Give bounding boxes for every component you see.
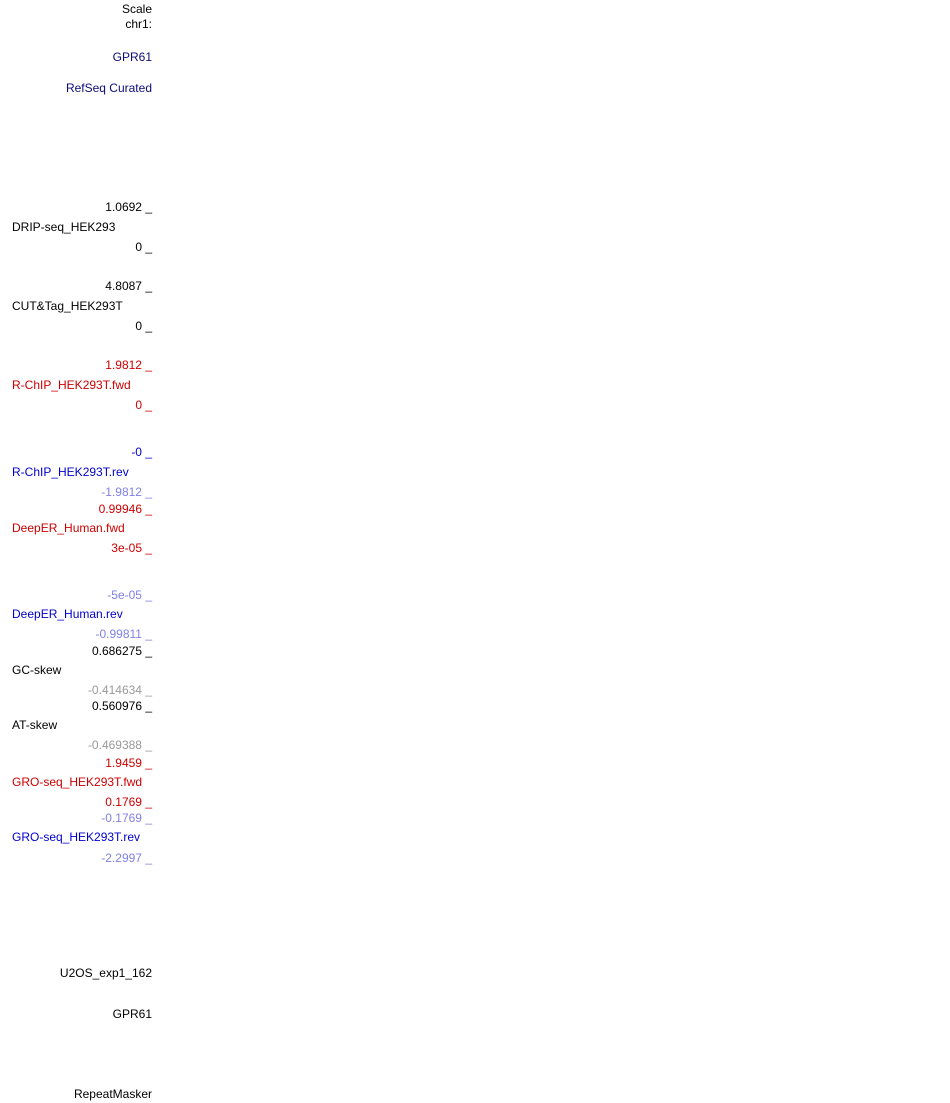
track-min-tick: 0 _ — [135, 398, 152, 412]
track-label-deeper-human-fwd[interactable]: DeepER_Human.fwd — [12, 521, 125, 535]
track-label-gro-seq-hek293t-rev[interactable]: GRO-seq_HEK293T.rev — [12, 830, 141, 844]
track-label-at-skew[interactable]: AT-skew — [12, 718, 58, 732]
track-min-tick: 0 _ — [135, 319, 152, 333]
track-min-tick: -1.9812 _ — [101, 485, 152, 499]
track-max-tick: -5e-05 _ — [107, 588, 152, 602]
track-max-tick: -0.1769 _ — [101, 811, 152, 825]
track-min-tick: -0.469388 _ — [87, 738, 152, 752]
track-min-tick: -2.2997 _ — [101, 851, 152, 865]
track-min-tick: 3e-05 _ — [111, 541, 152, 555]
track-label-repeatmasker[interactable]: RepeatMasker — [73, 1087, 152, 1101]
track-max-tick: 0.99946 _ — [98, 502, 152, 516]
track-label-cut-tag-hek293t[interactable]: CUT&Tag_HEK293T — [12, 299, 123, 313]
track-label-r-chip-hek293t-rev[interactable]: R-ChIP_HEK293T.rev — [12, 465, 129, 479]
track-label-drip-seq-hek293[interactable]: DRIP-seq_HEK293 — [12, 220, 116, 234]
track-label-gro-seq-hek293t-fwd[interactable]: GRO-seq_HEK293T.fwd — [12, 775, 143, 789]
track-min-tick: 0 _ — [135, 240, 152, 254]
track-min-tick: -0.99811 _ — [95, 627, 153, 641]
track-max-tick: 0.686275 _ — [91, 644, 152, 658]
track-label-gc-skew[interactable]: GC-skew — [12, 663, 62, 677]
track-data-area — [152, 0, 950, 1103]
track-min-tick: 0.1769 _ — [105, 795, 152, 809]
track-max-tick: 0.560976 _ — [91, 699, 152, 713]
position-label: chr1: — [125, 17, 152, 31]
scale-label: Scale — [121, 2, 152, 16]
track-max-tick: 1.9459 _ — [105, 756, 152, 770]
track-max-tick: 1.9812 _ — [105, 358, 152, 372]
gene-label-gpr61-bottom[interactable]: GPR61 — [112, 1007, 152, 1021]
track-label-refseq-curated[interactable]: RefSeq Curated — [65, 81, 152, 95]
gene-label-gpr61[interactable]: GPR61 — [112, 50, 152, 64]
track-label-deeper-human-rev[interactable]: DeepER_Human.rev — [12, 607, 123, 621]
track-max-tick: 4.8087 _ — [105, 279, 152, 293]
track-label-r-chip-hek293t-fwd[interactable]: R-ChIP_HEK293T.fwd — [12, 378, 131, 392]
track-max-tick: 1.0692 _ — [105, 200, 152, 214]
track-min-tick: -0.414634 _ — [87, 683, 152, 697]
track-max-tick: -0 _ — [131, 445, 152, 459]
track-label-u2os-exp1-162[interactable]: U2OS_exp1_162 — [59, 966, 152, 980]
